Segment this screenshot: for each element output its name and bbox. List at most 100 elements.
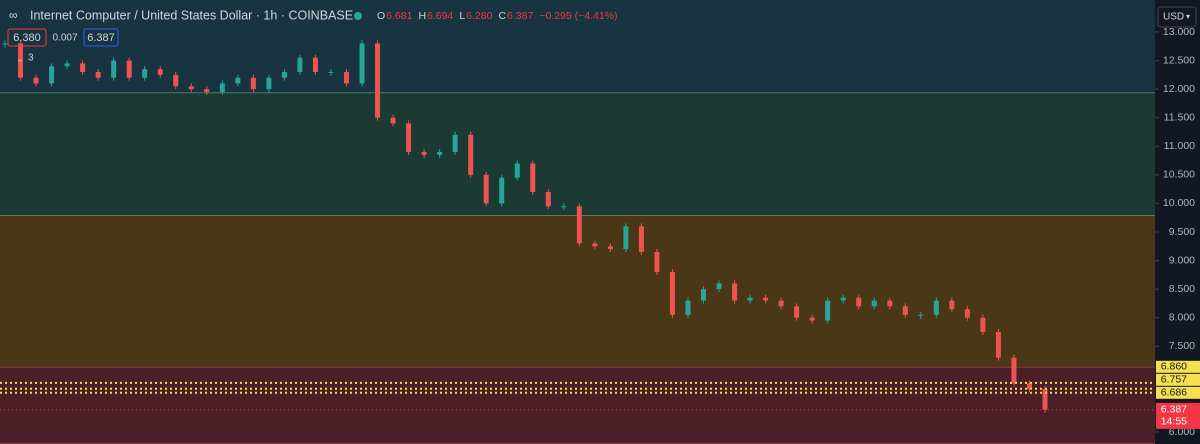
- candle: [840, 297, 846, 301]
- candle: [763, 297, 769, 301]
- last-price-box: [1156, 402, 1200, 429]
- candle: [483, 174, 489, 204]
- candle: [80, 63, 86, 72]
- candle: [669, 272, 675, 315]
- logo: ∞: [9, 8, 18, 22]
- candle: [1042, 389, 1048, 410]
- candle: [468, 134, 474, 175]
- candle: [794, 306, 800, 318]
- change: −0.295 (−4.41%): [539, 10, 617, 22]
- ohlc-value: 6.694: [427, 10, 453, 22]
- candle: [343, 72, 349, 84]
- candle: [126, 60, 132, 78]
- currency-button[interactable]: [1157, 6, 1197, 28]
- candle: [173, 74, 179, 87]
- candle: [111, 60, 117, 78]
- candle: [204, 89, 210, 92]
- candle: [437, 152, 443, 155]
- candle: [716, 283, 722, 290]
- candle: [887, 300, 893, 307]
- candle: [499, 177, 505, 204]
- ohlc-value: 6.681: [386, 10, 412, 22]
- candle: [328, 72, 334, 73]
- ask-price: 6.387: [87, 32, 115, 44]
- candle: [902, 306, 908, 315]
- candle: [49, 66, 55, 84]
- candle: [390, 117, 396, 124]
- y-tick-label: 12.000: [1163, 83, 1195, 95]
- level-box: [1156, 386, 1200, 399]
- plot-area: [0, 0, 1155, 444]
- y-tick-label: 7.500: [1169, 340, 1195, 352]
- candle: [623, 226, 629, 250]
- candle: [157, 69, 163, 75]
- y-tick-label: 10.000: [1163, 197, 1195, 209]
- y-tick-label: 13.000: [1163, 26, 1195, 38]
- candle: [732, 283, 738, 301]
- candle: [809, 317, 815, 321]
- market-status: [354, 12, 362, 20]
- y-tick-label: 10.500: [1163, 169, 1195, 181]
- candle: [545, 192, 551, 207]
- candle: [142, 69, 148, 78]
- last-price-label: 6.387: [1161, 404, 1187, 416]
- collapse-icon[interactable]: ⌄: [16, 53, 24, 63]
- candle: [747, 297, 753, 301]
- candle: [949, 300, 955, 310]
- countdown: 14:55: [1161, 416, 1187, 428]
- candle: [638, 226, 644, 252]
- y-tick-label: 9.500: [1169, 226, 1195, 238]
- candle: [406, 123, 412, 152]
- candle: [219, 83, 225, 92]
- candle: [18, 43, 24, 78]
- candle: [297, 57, 303, 72]
- trade-boxes: 6.380 0.007 6.387 ⌄ 3 USD ▾: [7, 6, 1197, 64]
- y-tick-label: 8.000: [1169, 311, 1195, 323]
- candle: [250, 77, 256, 90]
- spread: 0.007: [52, 33, 77, 44]
- level-box: [1156, 373, 1200, 386]
- header: ∞ Internet Computer / United States Doll…: [9, 8, 618, 22]
- y-tick-label: 9.000: [1169, 254, 1195, 266]
- candle: [701, 289, 707, 301]
- ohlc-value: 6.387: [507, 10, 533, 22]
- candle: [1026, 383, 1032, 390]
- indicators-count[interactable]: 3: [28, 53, 34, 64]
- candle: [778, 300, 784, 307]
- candle: [607, 246, 613, 250]
- candle: [980, 317, 986, 332]
- level-label: 6.860: [1161, 361, 1187, 373]
- ohlc-key: H: [418, 10, 426, 22]
- y-tick-label: 11.500: [1164, 111, 1195, 123]
- price-axis-labels: 13.000 12.500 12.000 11.500 11.000 10.500 10.0…: [1155, 26, 1200, 438]
- currency-caret[interactable]: ▾: [1186, 12, 1190, 21]
- level-label: 6.686: [1161, 387, 1187, 399]
- ohlc-key: C: [498, 10, 506, 22]
- candle: [918, 314, 924, 316]
- candle: [2, 43, 8, 45]
- candle: [654, 252, 660, 272]
- candle: [312, 57, 318, 72]
- candle: [561, 206, 567, 208]
- candle: [421, 152, 427, 155]
- candle: [375, 43, 381, 118]
- candle: [685, 300, 691, 315]
- y-tick-label: 8.500: [1169, 283, 1195, 295]
- candle: [514, 163, 520, 178]
- zone: [0, 93, 1155, 216]
- bid-box[interactable]: [7, 28, 47, 47]
- candle: [95, 72, 101, 78]
- candle: [576, 206, 582, 244]
- candle: [825, 300, 831, 321]
- ask-box[interactable]: [83, 28, 119, 47]
- currency[interactable]: USD: [1163, 12, 1184, 23]
- candle: [452, 134, 458, 152]
- candle: [359, 43, 365, 84]
- candle: [235, 77, 241, 84]
- candle: [933, 300, 939, 315]
- candle: [266, 77, 272, 90]
- level-label: 6.757: [1161, 374, 1187, 386]
- ohlc-key: L: [459, 10, 465, 22]
- candle: [1011, 357, 1017, 384]
